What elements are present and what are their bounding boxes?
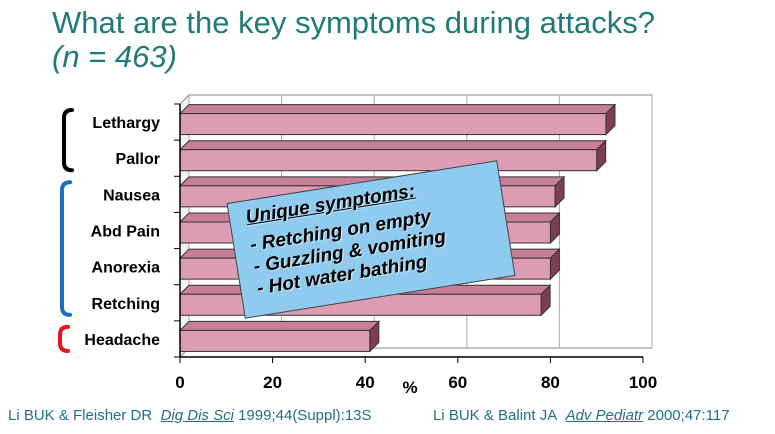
x-tick-label: 20 — [263, 373, 282, 392]
citation-2: Li BUK & Balint JA Adv Pediatr 2000;47:1… — [433, 407, 730, 424]
bar-front-face — [179, 149, 598, 172]
bar-lethargy — [178, 103, 617, 136]
category-label: Headache — [84, 332, 160, 349]
category-label: Retching — [92, 296, 160, 313]
bar-headache — [178, 320, 381, 353]
category-label: Nausea — [103, 187, 160, 204]
citation-authors: Li BUK & Fleisher DR — [8, 407, 153, 424]
x-tick-label: 40 — [356, 373, 375, 392]
citation-journal-link[interactable]: Dig Dis Sci — [160, 407, 234, 424]
group-bracket — [62, 108, 74, 173]
group-bracket — [58, 324, 70, 353]
bar-front-face — [179, 113, 607, 136]
category-label: Abd Pain — [91, 224, 160, 241]
x-tick-label: 0 — [175, 373, 184, 392]
bar-top-face — [178, 140, 607, 151]
citation-authors: Li BUK & Balint JA — [433, 407, 558, 424]
x-axis-label: % — [402, 378, 417, 397]
bar-top-face — [178, 104, 617, 115]
category-label: Lethargy — [92, 115, 160, 132]
citation-journal-link[interactable]: Adv Pediatr — [565, 407, 644, 424]
citation-details: 2000;47:117 — [647, 407, 730, 424]
group-bracket — [60, 180, 72, 317]
citation-details: 1999;44(Suppl):13S — [238, 407, 372, 424]
citation-1: Li BUK & Fleisher DR Dig Dis Sci 1999;44… — [8, 407, 372, 424]
category-label: Pallor — [116, 151, 160, 168]
bar-pallor — [178, 139, 607, 172]
bar-front-face — [179, 329, 371, 352]
category-label: Anorexia — [92, 260, 161, 277]
x-tick-label: 80 — [541, 373, 560, 392]
x-tick-label: 100 — [629, 373, 657, 392]
x-tick-label: 60 — [448, 373, 467, 392]
slide-subtitle: (n = 463) — [52, 39, 177, 74]
slide-title: What are the key symptoms during attacks… — [52, 5, 656, 40]
bar-top-face — [178, 320, 381, 331]
